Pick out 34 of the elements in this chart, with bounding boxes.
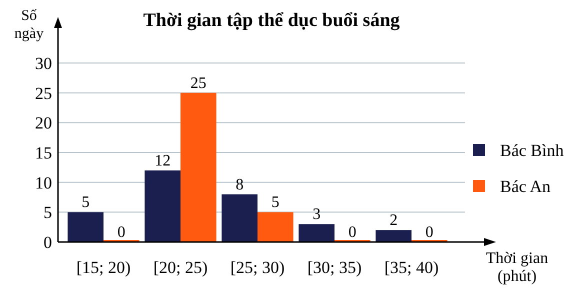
x-tick-label: [15; 20) bbox=[76, 258, 131, 277]
bar bbox=[68, 212, 104, 242]
x-tick-label: [20; 25) bbox=[153, 258, 208, 277]
data-label: 12 bbox=[154, 152, 171, 170]
data-label: 0 bbox=[425, 224, 434, 241]
data-label: 5 bbox=[271, 194, 280, 212]
data-label: 25 bbox=[190, 74, 206, 92]
data-label: 2 bbox=[390, 212, 398, 230]
bar bbox=[144, 170, 180, 242]
data-label: 3 bbox=[312, 206, 321, 224]
legend-label: Bác Bình bbox=[500, 141, 564, 160]
bar bbox=[180, 92, 216, 242]
bar bbox=[222, 194, 258, 242]
data-label: 8 bbox=[236, 176, 244, 194]
bar bbox=[258, 212, 294, 242]
x-tick-label: [35; 40) bbox=[384, 258, 439, 277]
y-tick-label: 20 bbox=[35, 114, 52, 133]
x-tick-label: [30; 35) bbox=[307, 258, 362, 277]
bar bbox=[298, 224, 334, 242]
bar bbox=[376, 230, 412, 242]
data-label: 0 bbox=[117, 224, 126, 241]
y-axis-title: Số ngày bbox=[14, 8, 44, 42]
x-axis-title: Thời gian (phút) bbox=[486, 250, 548, 285]
data-label: 5 bbox=[82, 194, 90, 212]
y-tick-label: 5 bbox=[44, 203, 52, 222]
y-tick-label: 0 bbox=[44, 233, 52, 252]
y-tick-label: 25 bbox=[35, 84, 52, 103]
y-tick-label: 30 bbox=[35, 54, 52, 73]
x-tick-label: [25; 30) bbox=[230, 258, 285, 277]
y-tick-label: 10 bbox=[35, 173, 52, 192]
data-label: 0 bbox=[348, 224, 356, 241]
legend-label: Bác An bbox=[500, 177, 552, 196]
chart-title: Thời gian tập thể dục buổi sáng bbox=[143, 10, 400, 31]
y-tick-label: 15 bbox=[35, 144, 52, 162]
